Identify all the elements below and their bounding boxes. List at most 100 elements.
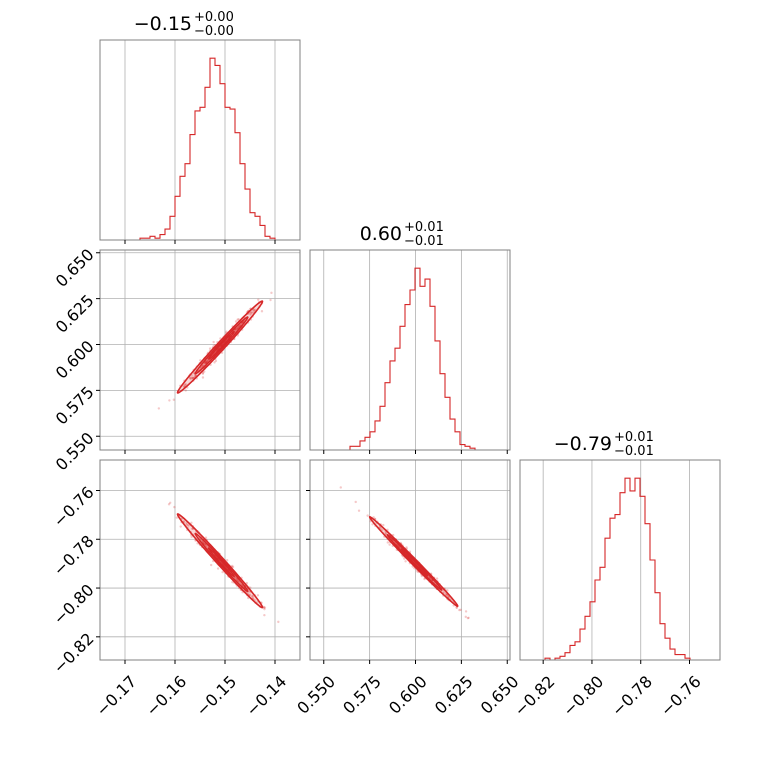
y-tick-label-p1: 0.600: [52, 337, 98, 383]
axes-frame: [99, 39, 301, 241]
sample-point: [379, 527, 383, 530]
title-minus: −0.01: [404, 234, 444, 249]
sample-point: [236, 318, 239, 321]
sample-point: [190, 521, 193, 525]
sample-point: [466, 616, 470, 620]
sample-point: [213, 361, 216, 364]
axes-frame: [519, 459, 721, 661]
sample-point: [186, 523, 189, 527]
sample-point: [234, 320, 238, 323]
y-tick-label-p2: −0.76: [50, 483, 98, 531]
panel-title-0: −0.15 +0.00−0.00: [134, 10, 234, 39]
sample-point: [467, 616, 470, 620]
sample-point: [185, 523, 188, 526]
sample-point: [354, 500, 357, 504]
sample-point: [405, 546, 408, 549]
sample-point: [447, 595, 450, 599]
sample-point: [235, 327, 238, 331]
contour-inner: [208, 547, 235, 578]
sample-point: [256, 594, 260, 597]
sample-point: [201, 372, 205, 375]
x-tick-label-p2: −0.78: [608, 672, 656, 720]
marginal-histogram-0: [100, 57, 300, 241]
sample-point: [388, 543, 391, 546]
scatter-density-1: [167, 501, 280, 624]
sample-point: [206, 359, 210, 362]
sample-point: [403, 557, 406, 560]
sample-point: [189, 377, 192, 381]
sample-point: [237, 325, 240, 328]
sample-point: [269, 298, 272, 302]
sample-point: [248, 593, 252, 596]
sample-point: [208, 347, 212, 350]
scatter-density-2: [339, 486, 470, 620]
grid-lines: [100, 250, 300, 450]
sample-point: [225, 559, 229, 562]
y-tick-label-p2: −0.80: [50, 580, 98, 628]
axes-frame: [309, 249, 511, 451]
sample-point: [187, 524, 190, 527]
sample-point: [250, 310, 253, 314]
sample-point: [214, 359, 218, 363]
title-plus: +0.01: [404, 220, 444, 235]
sample-point: [209, 563, 213, 567]
x-tick-label-p1: 0.625: [431, 672, 477, 718]
sample-point: [382, 523, 385, 527]
sample-point: [423, 577, 426, 581]
sample-point: [443, 591, 446, 594]
sample-point: [182, 385, 185, 388]
sample-point: [205, 360, 208, 363]
title-value: 0.60: [360, 223, 402, 245]
sample-point: [231, 580, 234, 584]
sample-point: [184, 389, 187, 392]
sample-point: [464, 615, 467, 619]
sample-point: [172, 398, 176, 401]
sample-point: [446, 589, 449, 592]
sample-point: [203, 543, 207, 546]
sample-point: [251, 595, 254, 598]
sample-point: [366, 514, 369, 517]
y-tick-label-p1: 0.550: [52, 428, 98, 474]
x-tick-label-p1: 0.575: [339, 672, 385, 718]
sample-point: [252, 308, 255, 312]
title-value: −0.15: [134, 13, 192, 35]
panel-title-1: 0.60 +0.01−0.01: [360, 220, 444, 249]
sample-point: [464, 610, 468, 613]
sample-point: [204, 544, 208, 547]
sample-point: [189, 376, 192, 379]
sample-point: [175, 516, 179, 519]
sample-point: [216, 567, 220, 570]
axes-frame: [309, 459, 511, 661]
sample-point: [404, 560, 407, 563]
sample-point: [263, 613, 266, 617]
sample-point: [245, 581, 248, 585]
sample-point: [157, 407, 161, 410]
x-tick-label-p2: −0.76: [657, 672, 705, 720]
sample-point: [190, 376, 194, 380]
sample-point: [435, 577, 439, 580]
y-tick-label-p1: 0.650: [52, 245, 98, 291]
sample-point: [204, 536, 208, 539]
sample-point: [260, 310, 264, 313]
scatter-density-0: [157, 291, 273, 410]
y-tick-label-p1: 0.575: [52, 383, 98, 429]
sample-point: [249, 313, 252, 316]
y-tick-label-p2: −0.82: [50, 629, 98, 677]
sample-point: [204, 360, 208, 364]
x-tick-label-p2: −0.80: [559, 672, 607, 720]
sample-point: [193, 374, 197, 377]
sample-point: [168, 399, 171, 402]
x-tick-label-p1: 0.550: [293, 672, 339, 718]
sample-point: [339, 486, 342, 489]
sample-point: [167, 503, 171, 506]
sample-point: [205, 359, 209, 363]
marginal-histogram-2: [520, 477, 720, 661]
sample-point: [204, 361, 207, 365]
sample-point: [378, 526, 382, 529]
sample-point: [270, 291, 273, 295]
sample-point: [384, 532, 388, 536]
contour-inner: [400, 548, 429, 577]
sample-point: [169, 501, 172, 505]
sample-point: [257, 298, 260, 301]
